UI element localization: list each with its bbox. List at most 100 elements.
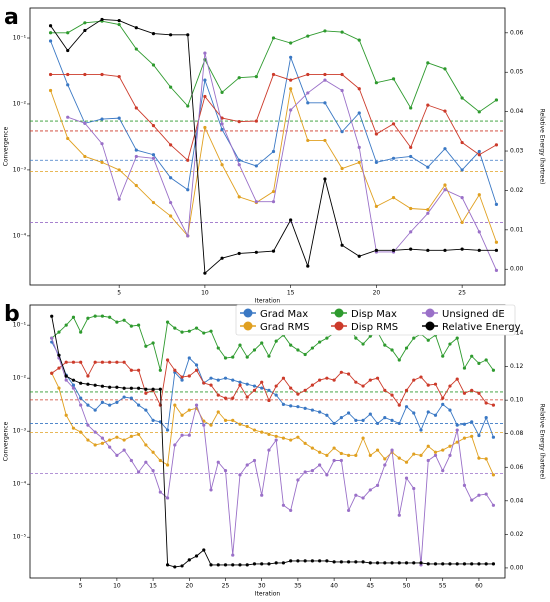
series-point	[100, 436, 105, 440]
series-point	[165, 320, 170, 324]
series-point	[339, 451, 343, 456]
series-point	[48, 39, 53, 43]
series-point	[66, 115, 70, 119]
y-tick-label: 10⁻¹	[13, 322, 27, 329]
series-point	[220, 90, 224, 94]
series-point	[494, 248, 499, 252]
series-point	[71, 386, 76, 390]
series-point	[477, 230, 481, 234]
series-point	[79, 403, 83, 407]
series-point	[318, 450, 322, 454]
series-point	[274, 438, 278, 442]
series-point	[117, 168, 121, 172]
series-point	[404, 405, 409, 409]
legend-marker	[243, 321, 253, 331]
series-point	[93, 360, 97, 364]
series-point	[484, 358, 488, 362]
series-point	[354, 493, 358, 497]
series-point	[477, 493, 481, 497]
series-point	[158, 368, 162, 372]
series-point	[346, 560, 351, 564]
series-point	[462, 562, 467, 566]
series-point	[296, 348, 300, 352]
series-point	[426, 208, 430, 212]
series-point	[151, 418, 155, 422]
series-point	[93, 443, 97, 447]
series-point	[491, 473, 496, 477]
series-point	[254, 200, 258, 204]
series-point	[484, 562, 488, 566]
series-point	[83, 21, 87, 25]
series-point	[477, 391, 481, 395]
series-point	[310, 383, 314, 387]
series-point	[48, 31, 53, 35]
series-point	[448, 453, 452, 457]
series-point	[357, 254, 361, 258]
series-point	[390, 418, 394, 422]
series-point	[494, 240, 499, 244]
series-point	[455, 423, 459, 427]
series-point	[216, 563, 220, 567]
series-point	[100, 441, 105, 445]
series-point	[180, 433, 184, 437]
series-point	[374, 248, 378, 252]
series-point	[412, 411, 416, 415]
series-point	[180, 413, 184, 417]
y-axis-label: Convergence	[3, 421, 10, 461]
series-point	[108, 445, 112, 449]
series-point	[443, 67, 447, 71]
series-point	[252, 384, 257, 388]
series-point	[383, 343, 387, 347]
series-point	[83, 72, 87, 77]
series-point	[412, 378, 416, 382]
series-point	[254, 74, 258, 79]
series-point	[151, 450, 155, 454]
series-point	[426, 458, 430, 463]
series-point	[151, 153, 156, 157]
series-point	[289, 78, 293, 82]
series-point	[477, 193, 481, 197]
series-point	[306, 264, 310, 268]
series-point	[325, 473, 329, 477]
series-point	[237, 76, 241, 80]
legend-box	[235, 304, 516, 336]
legend-marker	[243, 308, 253, 318]
series-point	[50, 314, 54, 318]
series-point	[323, 78, 327, 82]
series-point	[252, 458, 257, 463]
series-point	[79, 381, 83, 385]
series-point	[137, 323, 141, 327]
series-point	[491, 562, 496, 566]
series-point	[169, 33, 173, 37]
series-point	[260, 430, 264, 434]
x-tick-label: 55	[439, 583, 447, 590]
y-tick-label: 10⁻³	[13, 166, 27, 173]
series-point	[203, 125, 207, 130]
series-point	[289, 218, 293, 222]
series-point	[151, 387, 155, 391]
x-tick-label: 20	[185, 583, 193, 590]
series-point	[71, 360, 76, 364]
series-point	[289, 508, 293, 513]
series-point	[383, 457, 387, 461]
series-point	[368, 453, 372, 457]
series-point	[134, 148, 138, 152]
series-point	[144, 391, 148, 395]
series-point	[346, 372, 351, 376]
series-point	[238, 343, 242, 347]
series-point	[267, 432, 271, 436]
series-point	[134, 26, 138, 30]
series-point	[271, 249, 276, 253]
series-point	[165, 563, 170, 567]
y-tick-label: 10⁻²	[13, 375, 27, 382]
series-point	[100, 400, 105, 404]
series-point	[460, 247, 464, 251]
series-point	[134, 154, 138, 159]
series-point	[220, 122, 224, 126]
series-point	[339, 416, 343, 420]
series-point	[274, 561, 278, 565]
series-point	[484, 492, 488, 496]
series-point	[404, 561, 409, 565]
series-point	[354, 418, 358, 422]
